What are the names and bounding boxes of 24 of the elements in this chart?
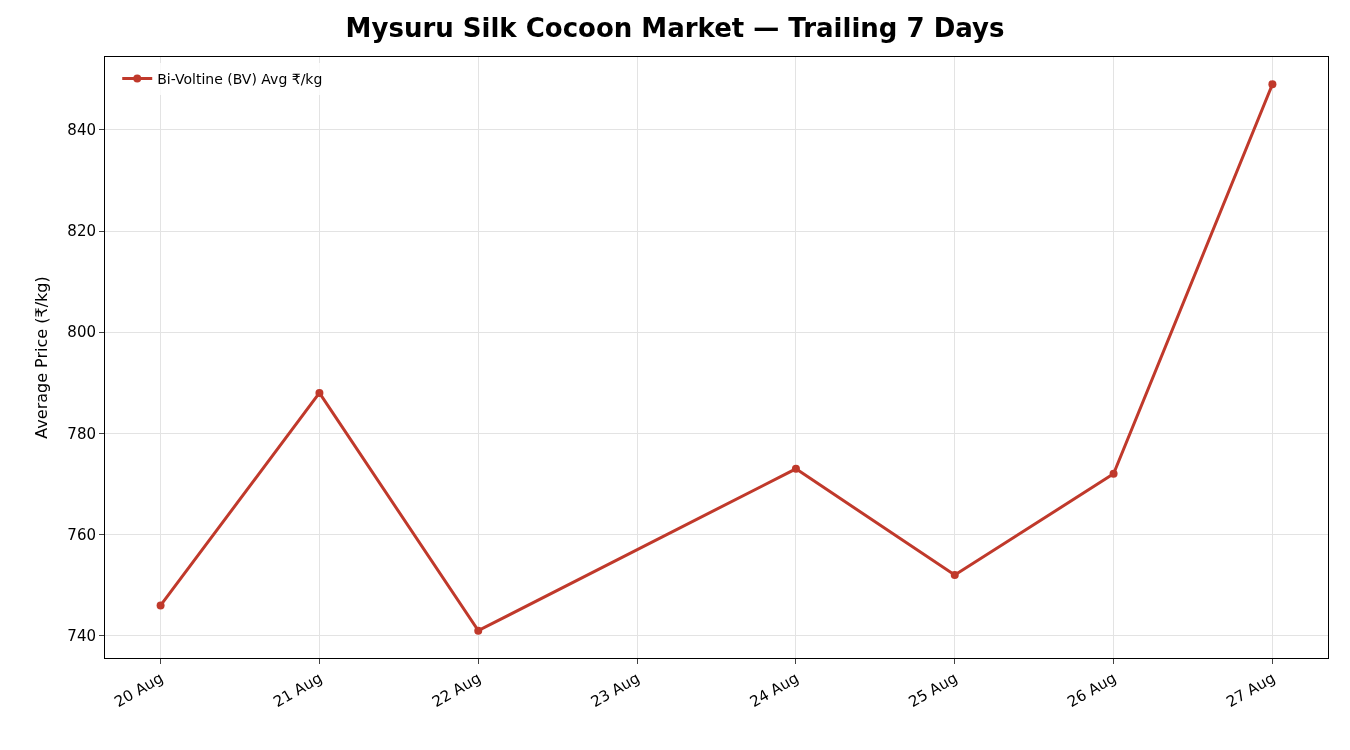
point — [1109, 469, 1118, 478]
x-tick-label: 22 Aug — [428, 668, 484, 712]
point — [950, 571, 959, 580]
point — [1268, 80, 1277, 89]
y-tick-label: 820 — [67, 222, 96, 241]
legend-label: Bi-Voltine (BV) Avg ₹/kg — [157, 71, 323, 88]
y-tick-label: 740 — [67, 626, 96, 645]
x-tick-label: 26 Aug — [1064, 668, 1120, 712]
x-tick-label: 25 Aug — [905, 668, 961, 712]
x-tick-label: 21 Aug — [270, 668, 326, 712]
x-tick-label: 20 Aug — [111, 668, 167, 712]
x-tick-label: 24 Aug — [746, 668, 802, 712]
point — [315, 388, 324, 397]
x-tick-label: 23 Aug — [587, 668, 643, 712]
point — [791, 464, 800, 473]
y-axis-title: Average Price (₹/kg) — [32, 276, 52, 439]
y-tick-label: 840 — [67, 121, 96, 140]
point — [156, 601, 165, 610]
point — [474, 626, 483, 635]
x-tick-label: 27 Aug — [1223, 668, 1279, 712]
y-tick-label: 760 — [67, 525, 96, 544]
chart-title: Mysuru Silk Cocoon Market — Trailing 7 Days — [345, 12, 1005, 43]
y-tick-label: 780 — [67, 424, 96, 443]
y-tick-label: 800 — [67, 323, 96, 342]
